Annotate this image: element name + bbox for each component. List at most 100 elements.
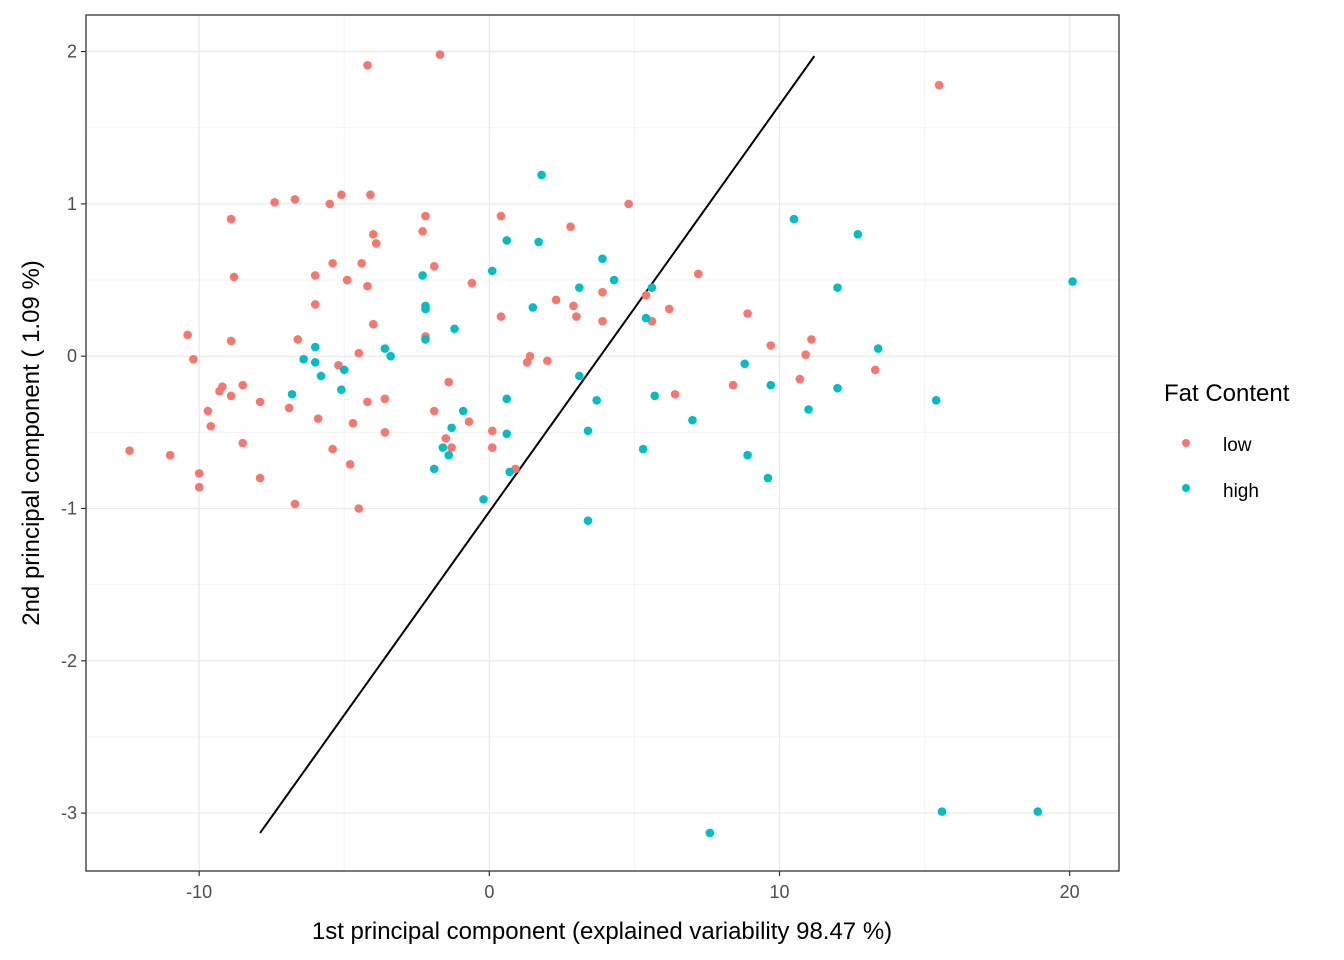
point-low [328,444,337,454]
point-low [464,417,474,426]
point-high [937,807,947,816]
point-low [496,211,506,221]
point-low [366,190,375,200]
point-high [609,275,619,285]
point-high [583,426,593,436]
point-high [299,354,308,364]
point-low [290,194,300,204]
point-low [447,443,456,452]
point-high [438,443,448,452]
point-low [444,377,454,387]
point-low [194,482,204,492]
point-low [255,473,265,483]
point-low [310,300,320,309]
point-low [641,290,651,300]
point-low [467,278,477,288]
discriminant-line [259,55,816,834]
point-low [664,304,674,314]
point-high [743,450,752,460]
point-high [421,335,430,344]
point-high [763,473,773,483]
point-low [801,350,810,359]
point-low [226,391,236,401]
point-high [502,236,512,245]
separating-line [259,55,816,834]
point-low [165,450,175,460]
point-high [386,351,395,361]
point-low [624,199,633,209]
point-low [670,389,680,399]
point-low [226,336,236,346]
x-tick-label: 0 [484,882,494,902]
point-high [873,344,883,353]
point-low [487,426,497,436]
point-low [189,354,198,364]
x-axis-ticks: -10 0 10 20 [186,871,1080,902]
point-low [728,380,738,390]
point-low [795,374,805,384]
point-high [574,371,584,381]
y-tick-label: 1 [67,194,77,214]
point-low [566,222,575,232]
point-high [310,342,320,352]
point-high [853,230,863,239]
point-high [688,415,697,425]
legend-key-low [1182,439,1190,447]
grid [86,15,1119,871]
point-high [380,344,390,353]
legend: Fat Content low high [1164,380,1290,502]
point-low [569,301,578,311]
point-high [789,214,799,224]
point-low [194,469,204,478]
point-high [502,394,512,404]
legend-title: Fat Content [1164,380,1290,407]
point-low [429,262,439,271]
point-high [287,389,297,399]
point-high [418,271,427,280]
point-low [357,258,366,268]
y-axis-ticks: -3 -2 -1 0 1 2 [61,42,86,823]
point-low [238,438,247,448]
point-low [371,239,381,248]
point-high [598,254,607,264]
point-low [334,361,343,370]
point-high [804,405,813,414]
point-low [354,348,364,358]
point-high [534,237,543,247]
point-low [418,226,427,236]
x-tick-label: 10 [769,882,789,902]
point-low [345,460,355,469]
point-high [310,357,320,367]
point-high [487,266,497,276]
point-high [931,396,941,405]
point-low [598,316,607,326]
y-tick-label: -2 [61,651,77,671]
point-low [435,50,445,59]
point-high [458,406,468,416]
point-high [740,359,749,369]
point-low [496,312,506,321]
point-low [125,446,134,455]
point-low [368,230,378,239]
point-low [441,434,451,443]
point-low [348,418,358,428]
point-high [444,450,454,460]
point-low [293,335,303,344]
y-tick-label: 2 [67,42,77,62]
point-high [574,283,584,292]
point-low [363,281,372,291]
point-low [572,312,581,321]
y-tick-label: 0 [67,346,77,366]
legend-key-high [1182,484,1190,492]
point-low [551,295,561,305]
point-low [693,269,703,279]
point-high [638,444,648,454]
point-low [598,287,607,297]
point-low [807,335,816,344]
point-high [583,516,593,525]
point-low [525,351,535,361]
point-high [705,828,715,838]
legend-label-low: low [1223,435,1252,456]
point-high [479,495,488,504]
